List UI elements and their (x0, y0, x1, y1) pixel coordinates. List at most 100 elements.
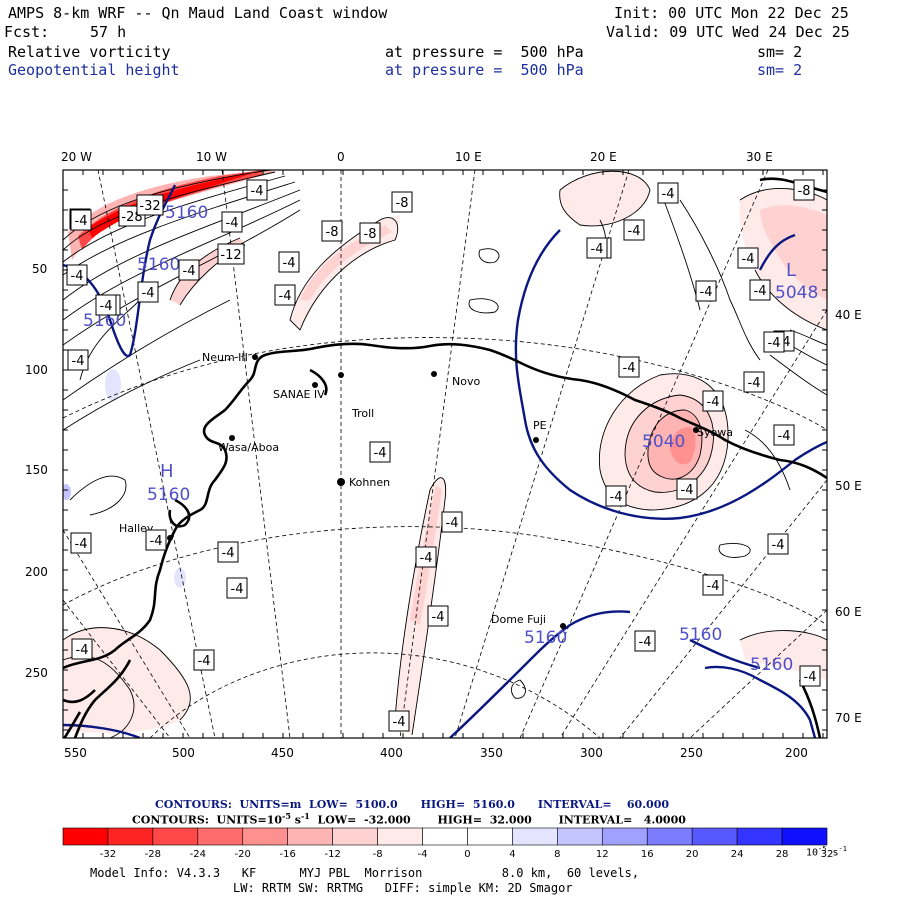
x-tick-label: 500 (172, 746, 195, 760)
station-syowa: Syowa (697, 426, 733, 439)
vort-info-units: CONTOURS: UNITS=10 (132, 814, 282, 827)
colorbar: -32 -28 -24 -20 -16 -12 -8 -4 0 4 8 12 16 20 24 28 32 (63, 828, 833, 860)
lon-label: 60 E (835, 605, 862, 619)
vorticity-label: -8 (794, 180, 814, 200)
svg-text:-4: -4 (76, 643, 89, 658)
lon-label: 10 W (196, 150, 227, 164)
x-tick-label: 350 (480, 746, 503, 760)
svg-text:-4: -4 (639, 635, 652, 650)
colorbar-swatch (378, 828, 423, 845)
svg-text:-4: -4 (198, 654, 211, 669)
vorticity-label: -4 (279, 252, 299, 272)
model-physics: LW: RRTM SW: RRTMG DIFF: simple KM: 2D S… (233, 881, 573, 895)
svg-text:-4: -4 (707, 395, 720, 410)
height-label: 5040 (642, 432, 685, 452)
height-label: 5160 (750, 655, 793, 675)
svg-text:-4: -4 (75, 214, 88, 229)
svg-text:-4: -4 (772, 538, 785, 553)
station-novo: Novo (452, 375, 480, 388)
vorticity-label: -4 (696, 281, 716, 301)
vorticity-label: -4 (738, 248, 758, 268)
station-domefuji: Dome Fuji (491, 613, 546, 626)
vorticity-label: -4 (67, 265, 87, 285)
station-pe-dot (533, 437, 539, 443)
vort-info-range: LOW= -32.000 HIGH= 32.000 INTERVAL= 4.00… (310, 814, 686, 827)
vorticity-label: -4 (677, 479, 697, 499)
y-tick-label: 250 (25, 666, 48, 680)
svg-text:-4: -4 (75, 537, 88, 552)
vorticity-label: -12 (218, 244, 244, 264)
svg-text:-4: -4 (446, 516, 459, 531)
model-info: Model Info: V4.3.3 KF MYJ PBL Morrison 8… (90, 866, 639, 880)
vorticity-label: -4 (768, 534, 788, 554)
svg-text:-4: -4 (768, 336, 781, 351)
vorticity-label: -4 (68, 350, 88, 370)
vorticity-label: -4 (96, 295, 116, 315)
height-contour-info: CONTOURS: UNITS=m LOW= 5100.0 HIGH= 5160… (155, 798, 669, 811)
vorticity-label: -4 (764, 332, 784, 352)
svg-text:-4: -4 (754, 284, 767, 299)
vorticity-label: -4 (703, 391, 723, 411)
svg-text:-4: -4 (707, 579, 720, 594)
station-kohnen: Kohnen (349, 476, 390, 489)
colorbar-label: -28 (145, 849, 161, 860)
vorticity-label: -4 (138, 282, 158, 302)
colorbar-label: 20 (686, 849, 699, 860)
vorticity-label: -8 (392, 192, 412, 212)
colorbar-swatch (198, 828, 243, 845)
height-label: 5160 (137, 255, 180, 275)
colorbar-swatch (647, 828, 692, 845)
height-label: 5048 (775, 283, 818, 303)
vorticity-label: -4 (800, 666, 820, 686)
lon-label: 20 W (61, 150, 92, 164)
svg-text:-4: -4 (100, 299, 113, 314)
lon-label: 30 E (746, 150, 773, 164)
vorticity-label: -4 (658, 183, 678, 203)
svg-text:-4: -4 (742, 252, 755, 267)
vorticity-label: -4 (389, 711, 409, 731)
vorticity-label: -4 (774, 425, 794, 445)
station-troll: Troll (351, 407, 374, 420)
vorticity-label: -4 (442, 512, 462, 532)
svg-text:-4: -4 (591, 242, 604, 257)
svg-text:-4: -4 (662, 187, 675, 202)
vort-info-exp2: -1 (301, 811, 310, 821)
station-troll-dot (338, 372, 344, 378)
colorbar-unit-exp2: -1 (839, 845, 847, 853)
colorbar-swatch (108, 828, 153, 845)
colorbar-swatch (153, 828, 198, 845)
colorbar-label: 16 (641, 849, 654, 860)
colorbar-label: -8 (373, 849, 383, 860)
svg-text:-8: -8 (326, 225, 339, 240)
lon-label: 10 E (455, 150, 482, 164)
vorticity-label: -4 (428, 606, 448, 626)
svg-text:-4: -4 (150, 534, 163, 549)
colorbar-label: -24 (190, 849, 206, 860)
svg-text:-4: -4 (748, 376, 761, 391)
station-wasa: Wasa/Aboa (218, 441, 279, 454)
vorticity-label: -4 (227, 578, 247, 598)
colorbar-swatch (333, 828, 378, 845)
colorbar-label: -12 (324, 849, 340, 860)
lon-label: 0 (337, 150, 345, 164)
colorbar-label: -4 (418, 849, 428, 860)
height-label: 5160 (165, 203, 208, 223)
vorticity-label: -4 (416, 547, 436, 567)
svg-text:-4: -4 (72, 354, 85, 369)
svg-text:-4: -4 (279, 289, 292, 304)
svg-text:-8: -8 (798, 184, 811, 199)
svg-text:-4: -4 (393, 715, 406, 730)
y-tick-label: 50 (32, 262, 47, 276)
vorticity-label: -4 (635, 631, 655, 651)
colorbar-swatch (467, 828, 512, 845)
station-pe: PE (533, 419, 547, 432)
x-tick-label: 300 (580, 746, 603, 760)
colorbar-swatch (737, 828, 782, 845)
x-tick-label: 450 (271, 746, 294, 760)
vorticity-contour-info: CONTOURS: UNITS=10-5 s-1 LOW= -32.000 HI… (132, 811, 686, 827)
colorbar-label: 8 (554, 849, 560, 860)
colorbar-unit-s: s (826, 847, 838, 858)
colorbar-label: -32 (100, 849, 116, 860)
colorbar-swatch (557, 828, 602, 845)
